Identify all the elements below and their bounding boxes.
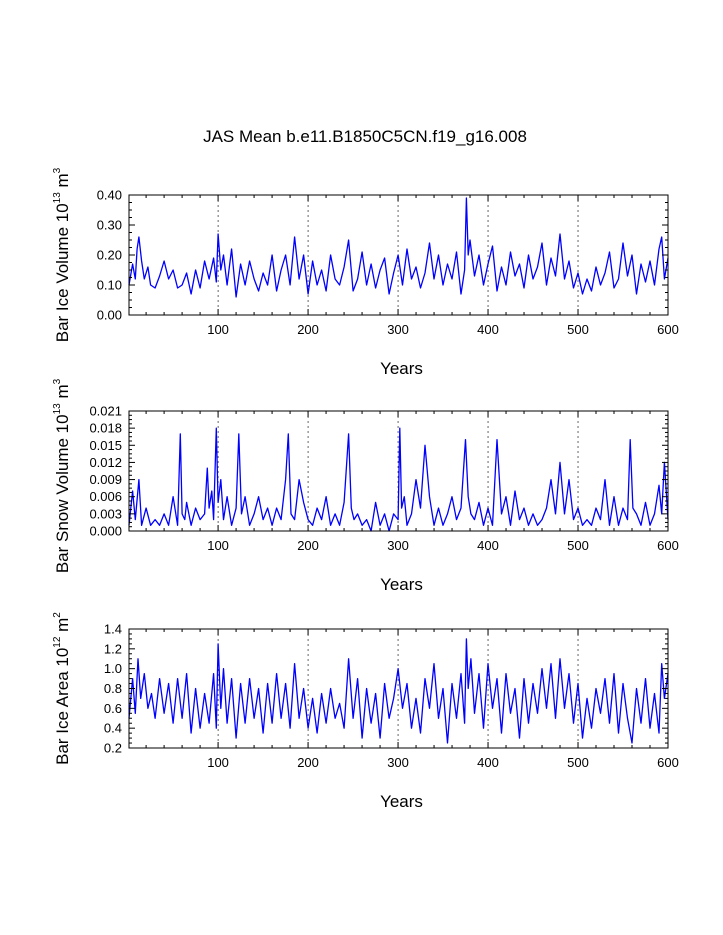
y-axis-title-main: Bar Ice Volume 10 [53, 203, 72, 342]
x-tick-label: 100 [207, 322, 229, 337]
y-axis-title-exponent: 13 [52, 403, 63, 415]
x-axis-title: Years [380, 792, 423, 811]
y-tick-label: 0.018 [89, 421, 122, 436]
y-axis-title-unit: m [53, 618, 72, 637]
y-axis-title: Bar Snow Volume 1013 m3 [52, 378, 72, 573]
x-tick-label: 400 [477, 755, 499, 770]
x-tick-label: 400 [477, 538, 499, 553]
y-tick-label: 0.012 [89, 455, 122, 470]
y-tick-label: 0.021 [89, 404, 122, 419]
y-tick-label: 0.40 [97, 188, 122, 203]
y-tick-label: 0.000 [89, 524, 122, 539]
x-tick-label: 500 [567, 322, 589, 337]
y-axis-title-unit: m [53, 173, 72, 192]
series-line-ice-area [128, 638, 669, 744]
x-axis-title: Years [380, 575, 423, 594]
x-tick-label: 200 [297, 538, 319, 553]
panel-snow-volume: 100 200 300 400 500 600 0.000 0.003 0.006 0.009 0.… [52, 378, 679, 594]
x-tick-label: 500 [567, 538, 589, 553]
y-tick-label: 1.2 [104, 641, 122, 656]
y-axis-title-unit: m [53, 384, 72, 403]
plot-frame-ice-area [128, 628, 669, 749]
y-tick-label: 0.2 [104, 741, 122, 756]
x-tick-label: 500 [567, 755, 589, 770]
x-tick-label: 100 [207, 538, 229, 553]
x-tick-label: 300 [387, 538, 409, 553]
x-tick-label: 600 [657, 755, 679, 770]
panel-ice-area: 100 200 300 400 500 600 0.2 0.4 0.6 0.8 1.0 1.2 1.4 Y… [52, 612, 679, 811]
y-axis-title-unit-exponent: 3 [52, 167, 63, 173]
y-tick-label: 0.6 [104, 701, 122, 716]
x-tick-label: 600 [657, 322, 679, 337]
series-line-ice-volume [128, 197, 669, 298]
x-tick-label: 200 [297, 322, 319, 337]
y-tick-label: 0.4 [104, 721, 122, 736]
y-axis-title-unit-exponent: 3 [52, 378, 63, 384]
y-tick-label: 1.0 [104, 661, 122, 676]
y-tick-label: 0.10 [97, 278, 122, 293]
y-axis-title-exponent: 12 [52, 636, 63, 648]
x-tick-label: 600 [657, 538, 679, 553]
x-tick-label: 300 [387, 322, 409, 337]
y-tick-label: 0.009 [89, 472, 122, 487]
figure-title: JAS Mean b.e11.B1850C5CN.f19_g16.008 [203, 127, 527, 146]
y-tick-label: 0.20 [97, 248, 122, 263]
panels: 100 200 300 400 500 600 0.00 0.10 0.20 0.30 0.40 Ye… [52, 167, 679, 811]
y-tick-label: 0.003 [89, 506, 122, 521]
y-axis-title: Bar Ice Volume 1013 m3 [52, 167, 72, 342]
series-line-snow-volume [128, 427, 669, 532]
x-tick-label: 300 [387, 755, 409, 770]
x-axis-title: Years [380, 359, 423, 378]
y-tick-label: 0.8 [104, 681, 122, 696]
x-tick-label: 200 [297, 755, 319, 770]
x-tick-label: 100 [207, 755, 229, 770]
x-tick-label: 400 [477, 322, 499, 337]
y-tick-label: 0.00 [97, 308, 122, 323]
y-tick-label: 0.30 [97, 218, 122, 233]
y-axis-title-main: Bar Snow Volume 10 [53, 414, 72, 573]
y-axis-title-unit-exponent: 2 [52, 612, 63, 618]
y-tick-label: 1.4 [104, 622, 122, 637]
y-tick-label: 0.015 [89, 438, 122, 453]
y-axis-title-exponent: 13 [52, 192, 63, 204]
y-axis-title: Bar Ice Area 1012 m2 [52, 612, 72, 765]
panel-ice-volume: 100 200 300 400 500 600 0.00 0.10 0.20 0.30 0.40 Ye… [52, 167, 679, 378]
y-tick-label: 0.006 [89, 489, 122, 504]
y-axis-title-main: Bar Ice Area 10 [53, 648, 72, 765]
